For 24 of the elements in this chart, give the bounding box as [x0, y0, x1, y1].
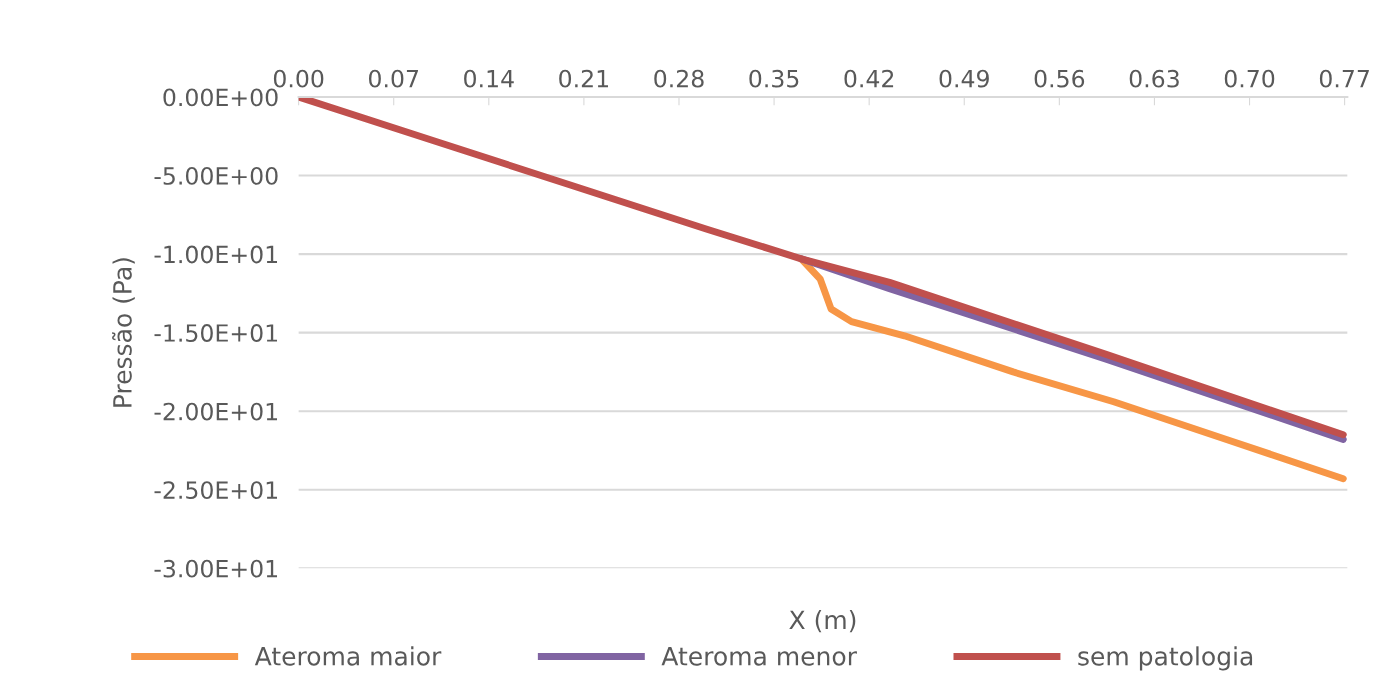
x-tick-label: 0.42	[844, 69, 894, 88]
x-tick-label: 0.35	[749, 69, 799, 88]
y-tick-label: -2.50E+01	[154, 481, 278, 500]
x-tick-label: 0.63	[1129, 69, 1179, 88]
x-tick-label: 0.77	[1319, 69, 1369, 88]
y-tick-label: -1.00E+01	[154, 245, 278, 264]
y-tick-label: -1.50E+01	[154, 324, 278, 342]
x-tick-label: 0.70	[1224, 69, 1275, 88]
x-tick-label: 0.49	[939, 69, 989, 88]
x-tick-label: 0.00	[273, 69, 324, 88]
x-tick-label: 0.56	[1034, 69, 1085, 88]
y-tick-label: 0.00E+00	[163, 88, 278, 107]
y-tick-label: -5.00E+00	[154, 167, 278, 185]
y-tick-label: -2.00E+01	[154, 402, 278, 421]
x-tick-label: 0.07	[368, 69, 418, 88]
x-tick-label: 0.14	[464, 69, 514, 88]
x-tick-label: 0.28	[654, 69, 704, 88]
legend-label: Ateroma menor	[661, 647, 857, 666]
y-axis-title: Pressão (Pa)	[112, 258, 135, 407]
legend-label: Ateroma maior	[254, 646, 442, 666]
x-axis-title: X (m)	[789, 609, 856, 633]
x-tick-label: 0.21	[559, 69, 609, 88]
y-tick-label: -3.00E+01	[154, 559, 278, 578]
legend-label: sem patologia	[1078, 646, 1253, 671]
